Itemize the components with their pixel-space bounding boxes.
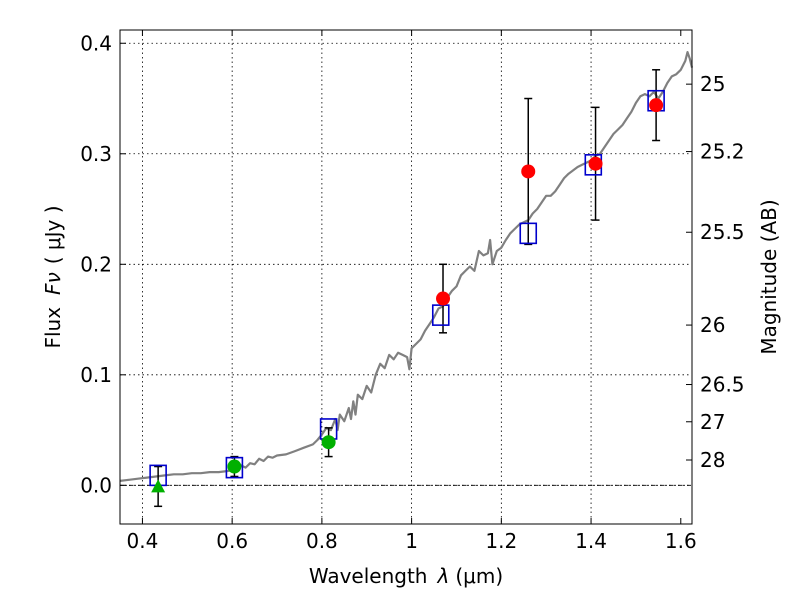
- y-tick-label: 0.1: [80, 363, 112, 387]
- x-tick-label: 0.6: [216, 529, 248, 553]
- y2-tick-label: 25.5: [700, 220, 745, 244]
- y2-tick-label: 28: [700, 448, 725, 472]
- x-tick-label: 1.6: [665, 529, 697, 553]
- x-tick-label: 1: [405, 529, 418, 553]
- y2-tick-label: 25: [700, 72, 725, 96]
- axes-layer: 0.4 0.6 0.8 1 1.2 1.4 1.6 0.0 0.1 0.2 0.3 0.4 25 25.2…: [80, 30, 745, 553]
- y-tick-label: 0.2: [80, 252, 112, 276]
- plot-frame: [119, 29, 693, 525]
- detection-point: [588, 156, 603, 171]
- detection-point: [649, 98, 664, 113]
- x-tick-label: 1.2: [485, 529, 517, 553]
- grid-layer: [120, 30, 692, 524]
- y-axis-label: FluxFν( μJy ): [41, 205, 65, 348]
- model-square: [519, 222, 538, 245]
- y-tick-label: 0.4: [80, 31, 112, 55]
- x-tick-label: 0.4: [127, 529, 159, 553]
- y2-axis-label: Magnitude (AB): [757, 199, 781, 354]
- y-tick-label: 0.3: [80, 142, 112, 166]
- data-layer: [119, 51, 694, 508]
- detection-point: [436, 291, 451, 306]
- y-tick-label: 0.0: [80, 473, 112, 497]
- sed-curve: [119, 51, 694, 482]
- x-tick-label: 1.4: [575, 529, 607, 553]
- detection-point: [521, 164, 536, 179]
- x-tick-label: 0.8: [306, 529, 338, 553]
- model-square: [225, 456, 244, 479]
- y2-tick-label: 25.2: [700, 140, 745, 164]
- upper-limit-triangle: [151, 479, 166, 493]
- x-axis-label: Wavelength λ (μm): [309, 564, 503, 588]
- y2-tick-label: 27: [700, 410, 725, 434]
- optical-point: [227, 459, 242, 474]
- optical-point: [321, 435, 336, 450]
- y2-tick-label: 26: [700, 313, 725, 337]
- y2-tick-label: 26.5: [700, 373, 745, 397]
